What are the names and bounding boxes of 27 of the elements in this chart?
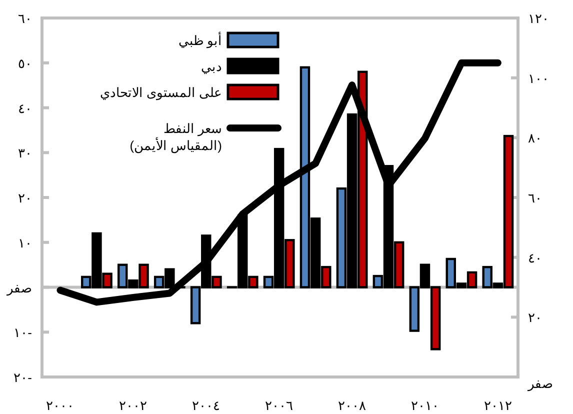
y2-tick-label: ١٠٠: [528, 70, 549, 86]
y-tick-label: ٢٠: [18, 190, 32, 206]
y2-tick-label: صفر: [527, 376, 553, 392]
y-tick-label: ٣٠: [18, 146, 32, 161]
y-tick-label: ١٠: [18, 235, 32, 250]
legend-label: سعر النفط (المقياس الأيمن): [130, 121, 222, 154]
x-tick-label: ٢٠٠٢: [119, 398, 148, 413]
legend-label: على المستوى الاتحادي: [100, 85, 222, 101]
x-tick-label: ٢٠٠٤: [192, 398, 220, 413]
x-tick-label: ٢٠٠٦: [265, 398, 294, 413]
y2-tick-label: ٤٠: [528, 250, 542, 266]
x-tick-label: ٢٠٠٠: [46, 398, 74, 413]
y2-tick-label: ٢٠: [528, 310, 542, 326]
legend-label: دبي: [201, 59, 222, 74]
y-tick-label: ٦٠: [18, 11, 32, 26]
x-tick-label: ٢٠١٢: [484, 398, 512, 413]
y-tick-label: ٥٠: [18, 56, 32, 71]
y-tick-label: ١٠-: [14, 325, 32, 340]
y2-tick-label: ٦٠: [528, 190, 542, 206]
y-tick-label: ٤٠: [18, 100, 32, 116]
x-tick-label: ٢٠٠٨: [338, 398, 366, 413]
legend-label: أبو ظبي: [178, 32, 222, 49]
y-tick-label: صفر: [6, 280, 32, 296]
y-tick-label: ٢٠-: [14, 370, 32, 385]
y2-tick-label: ٨٠: [528, 130, 542, 146]
x-tick-label: ٢٠١٠: [410, 398, 439, 413]
y2-tick-label: ١٢٠: [528, 11, 549, 26]
